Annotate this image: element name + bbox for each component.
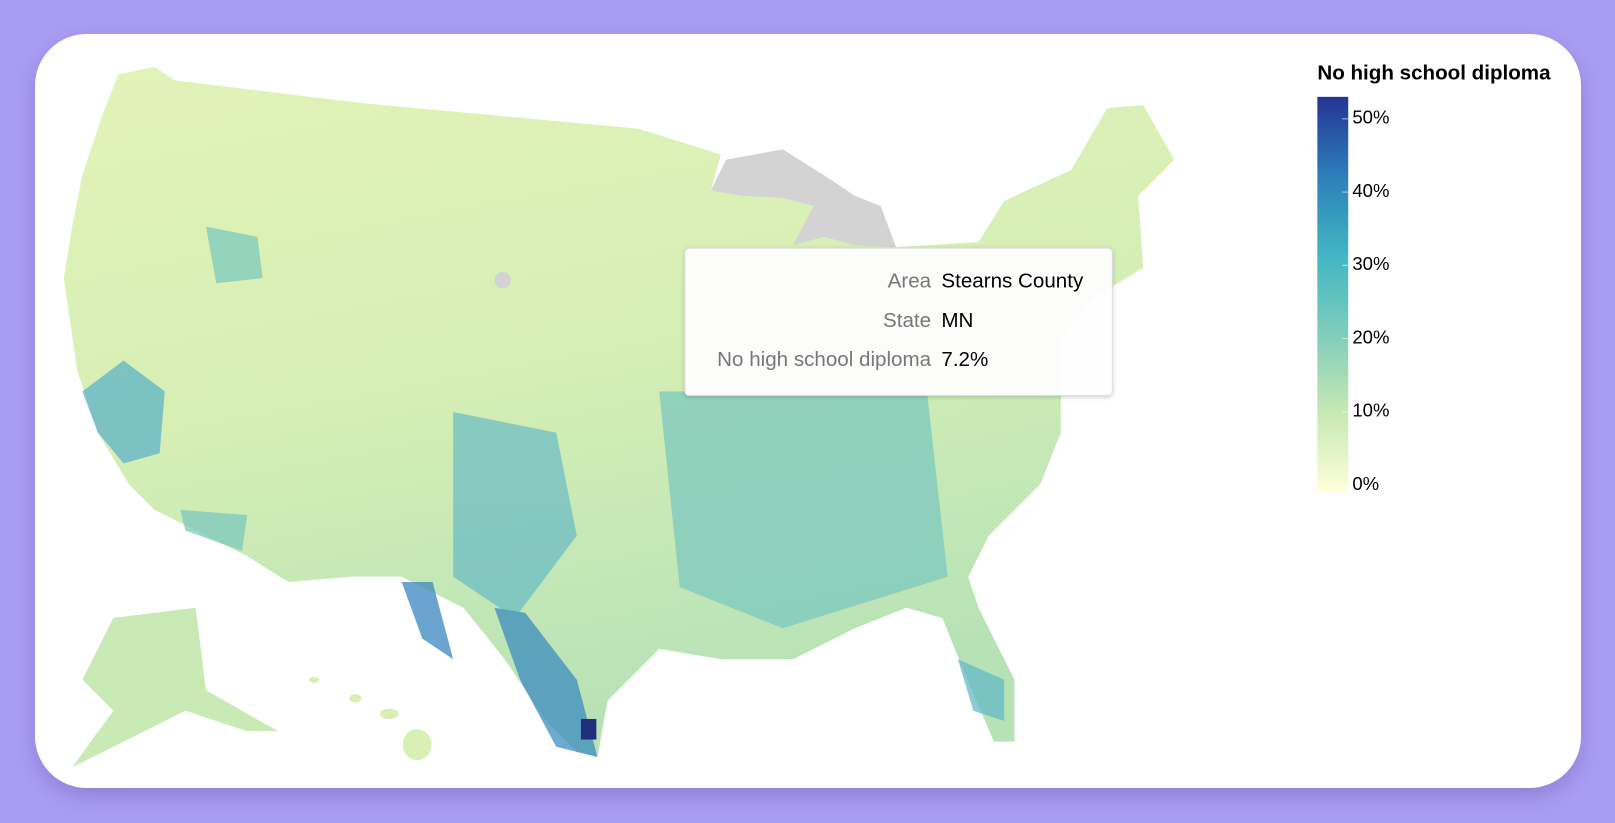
- great-lakes: [710, 149, 897, 248]
- legend: No high school diploma 0% 10% 20% 30% 40% 50%: [1317, 62, 1551, 494]
- legend-tick-label: 0%: [1352, 473, 1379, 494]
- tooltip-value: Stearns County: [941, 270, 1084, 293]
- legend-tick-label: 30%: [1352, 253, 1389, 274]
- high-county: [580, 718, 597, 740]
- high-areas: [82, 226, 1005, 758]
- tooltip-value: 7.2%: [941, 348, 988, 371]
- tooltip-box: [684, 247, 1113, 397]
- tooltip-label: No high school diploma: [717, 348, 931, 371]
- tooltip-value: MN: [941, 309, 973, 332]
- legend-tick-label: 50%: [1352, 107, 1389, 128]
- legend-title: No high school diploma: [1317, 62, 1551, 85]
- legend-gradient: [1317, 96, 1349, 493]
- map: [63, 66, 1175, 768]
- legend-tick-label: 40%: [1352, 180, 1389, 201]
- tooltip-label: State: [883, 309, 931, 332]
- no-data-area: [494, 271, 511, 289]
- legend-tick-label: 10%: [1352, 400, 1389, 421]
- alaska: [72, 607, 279, 768]
- hawaii: [308, 676, 432, 761]
- tooltip: Area Stearns County State MN No high sch…: [684, 247, 1113, 397]
- tooltip-label: Area: [888, 270, 932, 293]
- legend-tick-label: 20%: [1352, 326, 1389, 347]
